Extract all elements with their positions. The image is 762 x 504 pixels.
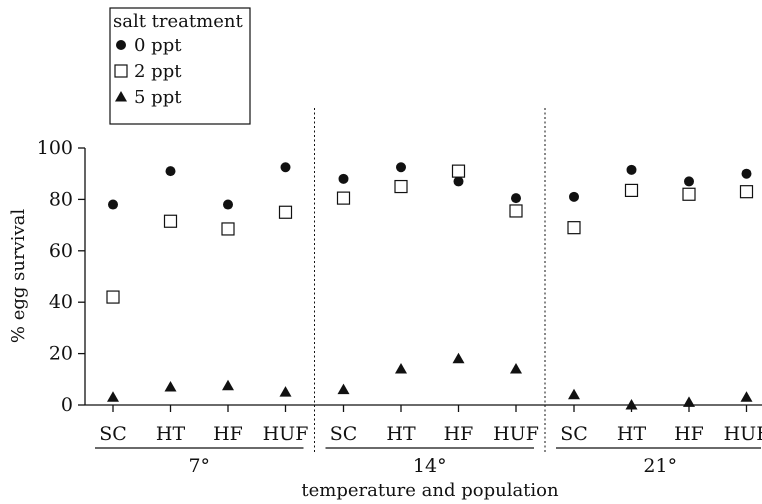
group-label: 7°	[188, 455, 210, 477]
point-5-ppt	[510, 363, 522, 374]
point-5-ppt	[625, 399, 638, 410]
point-2-ppt	[451, 164, 466, 178]
point-2-ppt	[106, 290, 120, 304]
x-tick-label: SC	[330, 423, 358, 445]
point-0-ppt	[684, 176, 694, 187]
legend-label: 5 ppt	[134, 87, 182, 108]
x-tick-label: SC	[560, 423, 588, 445]
point-5-ppt	[683, 396, 695, 407]
point-2-ppt	[567, 221, 581, 235]
y-axis-title: % egg survival	[8, 209, 29, 344]
legend-title: salt treatment	[113, 11, 243, 32]
x-tick-label: HUF	[724, 423, 762, 445]
group-label: 21°	[643, 455, 677, 477]
x-tick-label: SC	[99, 423, 127, 445]
legend-box	[109, 7, 251, 125]
group-dividers	[314, 108, 546, 452]
y-tick-label: 80	[49, 188, 73, 210]
point-5-ppt	[337, 383, 350, 395]
legend-marker-2-ppt	[114, 64, 128, 78]
y-tick-label: 40	[49, 291, 73, 313]
point-2-ppt	[509, 204, 523, 218]
point-5-ppt	[279, 386, 292, 397]
y-tick-label: 100	[37, 137, 73, 159]
point-2-ppt	[624, 183, 639, 198]
y-tick-label: 0	[61, 394, 73, 416]
x-tick-label: HF	[444, 423, 474, 445]
x-tick-label: HT	[156, 423, 186, 445]
data-points	[106, 162, 754, 410]
point-5-ppt	[164, 381, 177, 392]
point-2-ppt	[221, 222, 235, 236]
point-5-ppt	[395, 363, 407, 374]
point-2-ppt	[394, 179, 408, 194]
legend-label: 2 ppt	[134, 61, 182, 82]
point-0-ppt	[626, 164, 637, 175]
y-tick-label: 20	[49, 343, 73, 365]
point-0-ppt	[569, 191, 579, 202]
point-0-ppt	[396, 162, 406, 173]
point-5-ppt	[452, 352, 465, 364]
point-2-ppt	[163, 214, 178, 228]
x-tick-label: HUF	[493, 423, 539, 445]
point-0-ppt	[280, 162, 291, 173]
legend-entries: 0 ppt 2 ppt 5 ppt	[114, 35, 182, 108]
point-0-ppt	[108, 199, 118, 210]
point-5-ppt	[740, 391, 753, 402]
point-0-ppt	[165, 166, 176, 177]
y-tick-label: 60	[49, 240, 73, 262]
x-tick-label: HF	[674, 423, 704, 445]
point-5-ppt	[107, 391, 119, 402]
x-tick-label: HT	[386, 423, 416, 445]
point-2-ppt	[336, 191, 351, 205]
point-0-ppt	[453, 176, 464, 187]
legend-marker-5-ppt	[115, 91, 127, 102]
point-2-ppt	[682, 187, 696, 201]
group-label: 14°	[413, 455, 447, 477]
x-tick-label: HT	[617, 423, 647, 445]
x-axis-title: temperature and population	[301, 480, 559, 501]
x-tick-label: HF	[213, 423, 243, 445]
point-2-ppt	[278, 205, 293, 219]
point-2-ppt	[739, 185, 754, 199]
legend-marker-0-ppt	[116, 40, 126, 50]
point-0-ppt	[338, 173, 349, 184]
point-0-ppt	[511, 193, 521, 204]
point-5-ppt	[568, 388, 580, 400]
legend: salt treatment 0 ppt 2 ppt 5 ppt	[109, 7, 251, 125]
point-5-ppt	[222, 379, 234, 391]
legend-label: 0 ppt	[134, 35, 182, 56]
axes: 0 20 40 60 80 100 SC HT HF HUF SC HT HF HUF SC HT HF HUF 7…	[37, 137, 762, 477]
x-tick-label: HUF	[263, 423, 309, 445]
point-0-ppt	[741, 168, 752, 179]
point-0-ppt	[223, 199, 233, 210]
